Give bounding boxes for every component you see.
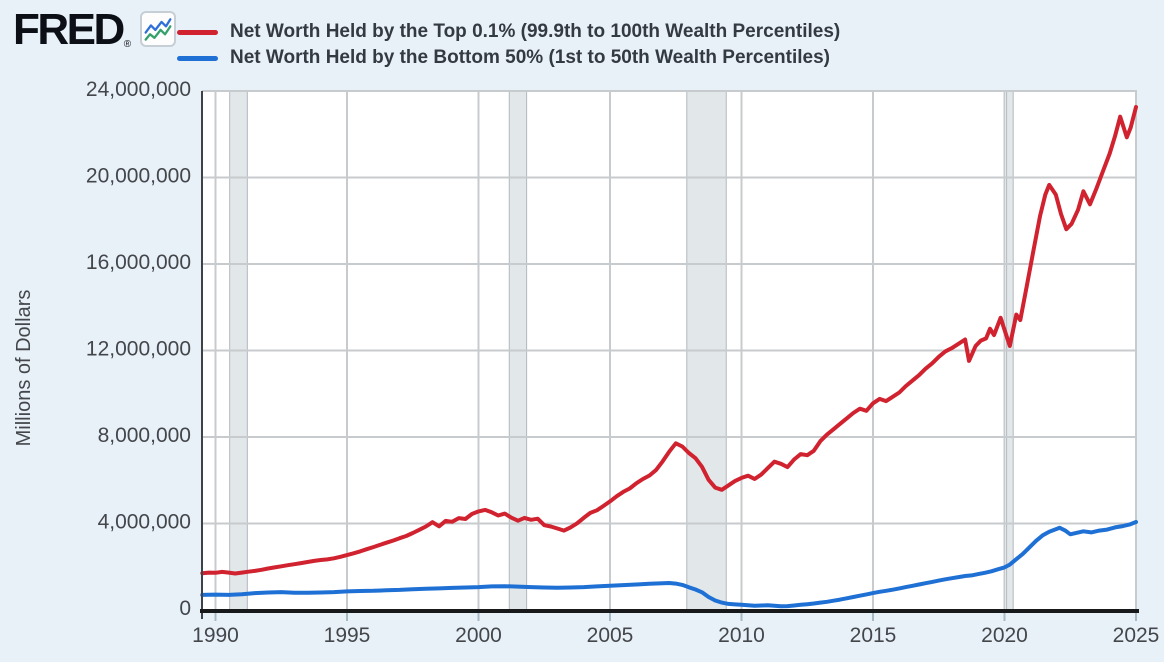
legend-label-top-0-1: Net Worth Held by the Top 0.1% (99.9th t… (230, 21, 841, 42)
fred-sparkline-icon (140, 11, 177, 47)
y-tick-label: 24,000,000 (86, 78, 191, 101)
sparkline-svg (144, 18, 172, 41)
legend-swatch-red (177, 29, 218, 35)
x-tick-label: 2010 (718, 624, 765, 647)
registered-trademark-icon: ® (123, 39, 132, 50)
y-axis-title: Millions of Dollars (13, 290, 35, 447)
fred-logo-text: FRED (13, 5, 125, 54)
legend-item-top-0-1: Net Worth Held by the Top 0.1% (99.9th t… (177, 19, 840, 45)
legend-swatch-blue (177, 55, 218, 61)
fred-logo: FRED ® (13, 5, 177, 54)
x-tick-label: 2005 (587, 624, 634, 647)
y-tick-label: 4,000,000 (98, 511, 191, 534)
x-tick-label: 1995 (324, 624, 371, 647)
legend-label-bottom-50: Net Worth Held by the Bottom 50% (1st to… (230, 47, 831, 68)
legend-item-bottom-50: Net Worth Held by the Bottom 50% (1st to… (177, 45, 840, 71)
x-tick-label: 2025 (1113, 624, 1160, 647)
y-tick-label: 0 (179, 597, 191, 620)
x-tick-label: 2015 (850, 624, 897, 647)
legend: Net Worth Held by the Top 0.1% (99.9th t… (177, 19, 840, 71)
series-line-top_0_1 (200, 105, 1138, 576)
x-tick-label: 1990 (192, 624, 239, 647)
y-tick-label: 12,000,000 (86, 338, 191, 361)
y-tick-label: 16,000,000 (86, 251, 191, 274)
x-tick-label: 2000 (455, 624, 502, 647)
y-tick-label: 20,000,000 (86, 165, 191, 188)
series-line-bottom_50 (200, 520, 1138, 609)
y-tick-label: 8,000,000 (98, 424, 191, 447)
x-tick-label: 2020 (981, 624, 1028, 647)
